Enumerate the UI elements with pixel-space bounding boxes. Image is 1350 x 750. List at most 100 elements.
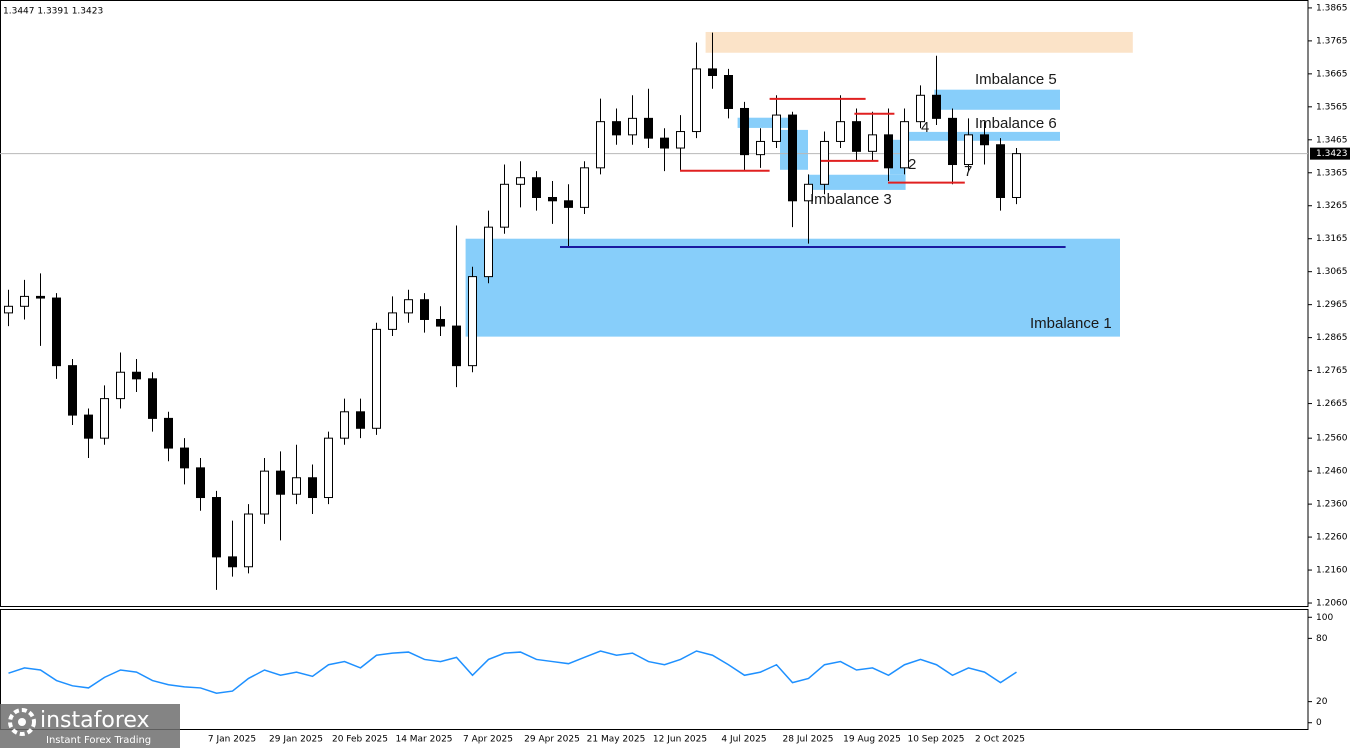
candle-body: [276, 470, 285, 495]
y-tick-label: 80: [1316, 634, 1328, 644]
candle-body: [676, 131, 685, 149]
candle-body: [788, 114, 797, 202]
candle-body: [388, 312, 397, 330]
annotation: 4: [921, 119, 929, 136]
candle-body: [356, 411, 365, 429]
candle-body: [980, 134, 989, 146]
candle-body: [612, 121, 621, 136]
overlay: 1.3447 1.3391 1.3423 7 Jan 2025 29 Jan 20…: [0, 7, 1025, 748]
candle-body: [996, 144, 1005, 198]
y-tick-label: 1.3465: [1316, 135, 1348, 145]
candle-body: [692, 68, 701, 133]
oscillator-line: [8, 650, 1017, 694]
candle-body: [148, 378, 157, 419]
candle-body: [932, 94, 941, 119]
y-tick-label: 1.2665: [1316, 399, 1348, 409]
candle-body: [836, 121, 845, 142]
candle-body: [916, 94, 925, 123]
candle-body: [180, 447, 189, 469]
candle-body: [196, 467, 205, 499]
candle-body: [436, 318, 445, 327]
zone-label: Imbalance 6: [975, 115, 1057, 132]
candle-body: [308, 477, 317, 499]
candle-body: [868, 134, 877, 152]
candle-body: [724, 75, 733, 109]
x-tick-label: 21 May 2025: [587, 735, 646, 745]
candle-body: [4, 305, 13, 314]
candle-body: [324, 437, 333, 499]
candle-body: [948, 117, 957, 166]
candle-body: [884, 134, 893, 169]
candle-body: [228, 556, 237, 568]
candle-body: [564, 200, 573, 208]
candle-body: [852, 121, 861, 152]
imbalance-zone: [737, 117, 794, 128]
candle-body: [404, 299, 413, 314]
candle-body: [244, 513, 253, 568]
candle-body: [596, 121, 605, 169]
candle-body: [292, 477, 301, 495]
oscillator-panel: 0 20 80 100: [0, 609, 1333, 730]
imbalance-zone: [465, 238, 1121, 337]
x-tick-label: 19 Aug 2025: [843, 735, 901, 745]
candle-body: [708, 68, 717, 77]
x-tick-label: 10 Sep 2025: [907, 735, 964, 745]
candle-body: [548, 196, 557, 202]
x-tick-label: 7 Jan 2025: [208, 735, 256, 745]
candle-body: [516, 177, 525, 185]
y-tick-label: 1.3265: [1316, 201, 1348, 211]
y-tick-label: 1.2260: [1316, 533, 1348, 543]
candle-body: [372, 328, 381, 429]
watermark-bg: [0, 704, 180, 748]
candle-body: [132, 371, 141, 380]
y-tick-label: 1.3065: [1316, 267, 1348, 277]
candle-body: [580, 167, 589, 208]
annotation: 7: [964, 163, 972, 180]
candle-body: [52, 297, 61, 367]
y-tick-label: 1.3365: [1316, 168, 1348, 178]
y-tick-label: 1.3665: [1316, 69, 1348, 79]
candle-body: [212, 497, 221, 558]
imbalance-zone: [934, 89, 1060, 110]
candle-body: [20, 295, 29, 307]
y-tick-label: 1.2360: [1316, 500, 1348, 510]
candle-body: [164, 417, 173, 449]
candle-body: [452, 325, 461, 367]
candle-body: [468, 276, 477, 367]
y-tick-label: 20: [1316, 697, 1328, 707]
watermark-brand: instaforex: [40, 708, 150, 733]
y-tick-label: 0: [1316, 718, 1322, 728]
y-tick-label: 1.2965: [1316, 300, 1348, 310]
annotation: 2: [908, 156, 916, 173]
y-tick-label: 1.3865: [1316, 3, 1348, 13]
y-tick-label: 1.2560: [1316, 434, 1348, 444]
x-tick-label: 29 Jan 2025: [269, 735, 323, 745]
candle-body: [740, 107, 749, 156]
watermark-icon-core: [18, 718, 26, 726]
candle-body: [116, 371, 125, 400]
candle-body: [964, 134, 973, 166]
y-tick-label: 1.3165: [1316, 234, 1348, 244]
candle-body: [36, 295, 45, 299]
y-tick-label: 1.3565: [1316, 102, 1348, 112]
watermark-icon: [8, 708, 36, 736]
x-tick-label: 4 Jul 2025: [721, 735, 766, 745]
candle-body: [532, 177, 541, 198]
candle-body: [756, 140, 765, 156]
candle-body: [84, 414, 93, 439]
zone-label: Imbalance 3: [810, 191, 892, 208]
candle-body: [628, 117, 637, 136]
y-tick-label: 1.2160: [1316, 566, 1348, 576]
candle-body: [660, 137, 669, 149]
y-tick-label: 1.2460: [1316, 467, 1348, 477]
candle-body: [804, 183, 813, 202]
imbalance-zone: [808, 174, 906, 190]
plot-frame: [0, 0, 1309, 607]
zone-label: Imbalance 1: [1030, 315, 1112, 332]
candle-body: [1012, 153, 1021, 198]
x-tick-label: 14 Mar 2025: [395, 735, 452, 745]
y-tick-label: 1.2865: [1316, 333, 1348, 343]
candle-body: [644, 117, 653, 139]
